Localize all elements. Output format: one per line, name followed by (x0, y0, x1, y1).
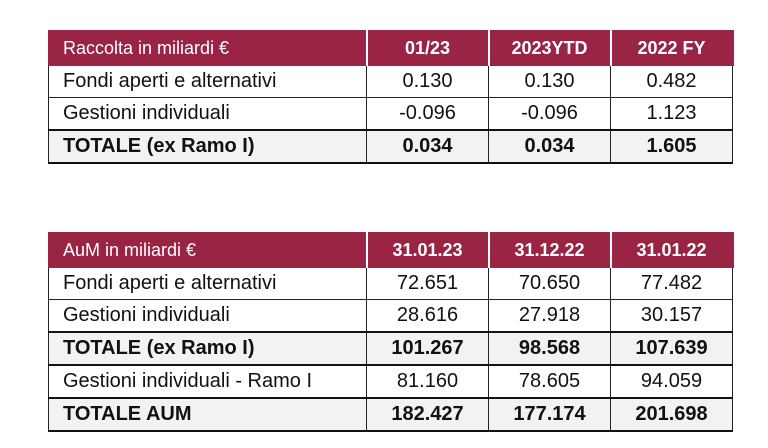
header-cell: 31.12.22 (488, 232, 612, 268)
row-label: TOTALE (ex Ramo I) (48, 331, 367, 366)
row-label: Fondi aperti e alternativi (48, 267, 367, 300)
header-row: Raccolta in miliardi €01/23 2023YTD 2022 F… (48, 30, 734, 66)
value-cell: 1.123 (610, 97, 733, 131)
header-cell: Raccolta in miliardi € (48, 30, 368, 66)
table-row: Fondi aperti e alternativi 0.130 0.130 0.48… (48, 65, 733, 98)
value-cell: 0.034 (366, 129, 489, 164)
value-cell: 28.616 (366, 299, 489, 333)
table-row: TOTALE (ex Ramo I) 0.034 0.034 1.605 (48, 129, 733, 164)
raccolta-table: Raccolta in miliardi €01/23 2023YTD 2022 F… (48, 30, 734, 164)
value-cell: 77.482 (610, 267, 733, 300)
table-row: Gestioni individuali 28.616 27.918 30.157 (48, 299, 733, 333)
value-cell: 27.918 (488, 299, 611, 333)
header-cell: 31.01.22 (610, 232, 734, 268)
row-label: Gestioni individuali - Ramo I (48, 364, 367, 399)
header-row: AuM in miliardi €31.01.23 31.12.22 31.01.2… (48, 232, 734, 268)
value-cell: 70.650 (488, 267, 611, 300)
table-row: TOTALE AUM 182.427 177.174 201.698 (48, 397, 733, 432)
value-cell: 98.568 (488, 331, 611, 366)
header-cell: AuM in miliardi € (48, 232, 368, 268)
row-label: Gestioni individuali (48, 299, 367, 333)
header-cell: 01/23 (366, 30, 490, 66)
value-cell: 107.639 (610, 331, 733, 366)
value-cell: 101.267 (366, 331, 489, 366)
value-cell: 182.427 (366, 397, 489, 432)
table-row: Gestioni individuali -0.096 -0.096 1.123 (48, 97, 733, 131)
value-cell: 94.059 (610, 364, 733, 399)
table-row: Gestioni individuali - Ramo I 81.160 78.60… (48, 364, 733, 399)
value-cell: 1.605 (610, 129, 733, 164)
value-cell: 201.698 (610, 397, 733, 432)
value-cell: 30.157 (610, 299, 733, 333)
header-cell: 2022 FY (610, 30, 734, 66)
row-label: Gestioni individuali (48, 97, 367, 131)
table-row: TOTALE (ex Ramo I) 101.267 98.568 107.639 (48, 331, 733, 366)
row-label: TOTALE AUM (48, 397, 367, 432)
value-cell: 81.160 (366, 364, 489, 399)
table-row: Fondi aperti e alternativi 72.651 70.650 77… (48, 267, 733, 300)
value-cell: 72.651 (366, 267, 489, 300)
value-cell: -0.096 (366, 97, 489, 131)
value-cell: 0.130 (366, 65, 489, 98)
value-cell: 177.174 (488, 397, 611, 432)
value-cell: 0.482 (610, 65, 733, 98)
aum-table: AuM in miliardi €31.01.23 31.12.22 31.01.2… (48, 232, 734, 432)
value-cell: 0.130 (488, 65, 611, 98)
value-cell: -0.096 (488, 97, 611, 131)
header-cell: 2023YTD (488, 30, 612, 66)
value-cell: 78.605 (488, 364, 611, 399)
row-label: TOTALE (ex Ramo I) (48, 129, 367, 164)
value-cell: 0.034 (488, 129, 611, 164)
row-label: Fondi aperti e alternativi (48, 65, 367, 98)
header-cell: 31.01.23 (366, 232, 490, 268)
